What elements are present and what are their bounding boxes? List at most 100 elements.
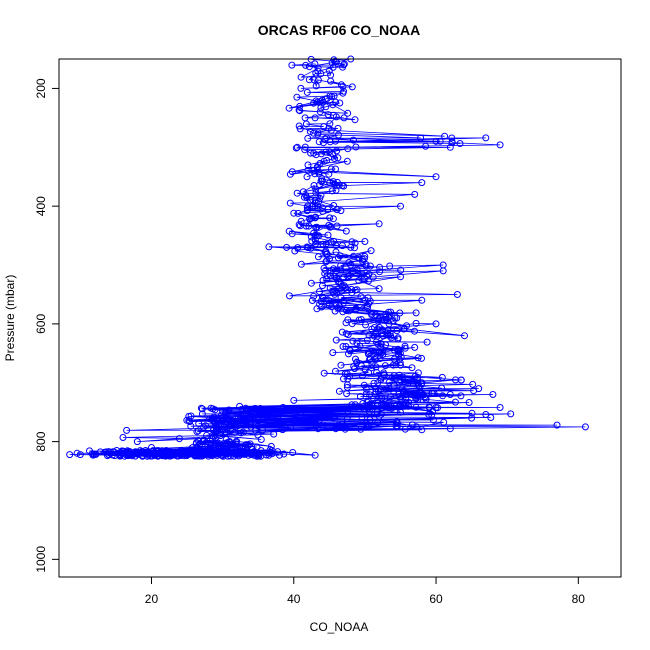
data-point [357,425,365,433]
data-point [332,248,340,256]
data-point [553,421,561,429]
data-point [365,350,372,358]
data-point [452,376,459,384]
data-point [289,449,297,456]
data-point [319,276,327,284]
data-point [276,451,283,459]
y-tick-label: 600 [34,314,48,334]
data-point [207,404,215,412]
data-point [295,106,303,114]
data-point [408,364,416,372]
data-point [363,336,371,344]
data-point [332,137,339,145]
data-point [286,292,293,300]
data-point [352,143,360,151]
data-point [341,425,349,433]
data-point [378,316,386,324]
data-point [219,452,227,460]
data-point [323,275,331,283]
data-point [312,213,319,221]
data-point [303,173,311,181]
data-point [104,452,111,460]
data-point [348,320,356,328]
data-point [393,327,401,335]
data-point [412,309,420,317]
data-point [304,161,312,169]
data-point [324,111,332,119]
data-point [232,438,240,446]
data-layer [66,55,589,460]
data-point [340,375,347,383]
data-point [362,385,370,393]
data-point [364,404,372,412]
data-point [393,422,401,430]
data-point [202,422,210,430]
data-point [401,342,409,350]
data-point [198,451,205,458]
data-point [489,391,497,398]
data-point [330,155,338,162]
data-point [340,60,348,68]
data-point [254,452,262,460]
data-point [215,442,222,450]
data-point [327,77,335,85]
data-point [330,265,338,273]
data-point [375,285,383,293]
data-point [312,185,320,193]
data-point [292,144,300,152]
data-point [390,346,398,354]
data-point [429,416,437,424]
y-tick-label: 800 [34,431,48,451]
data-point [200,423,208,431]
data-point [362,390,370,398]
data-point [344,145,352,153]
data-point [322,258,330,266]
data-point [372,338,380,346]
data-point [408,391,416,399]
data-point [353,265,361,273]
data-point [376,263,384,271]
data-point [200,436,208,444]
data-point [343,381,351,389]
data-point [331,290,339,298]
data-point [422,142,430,150]
data-point [440,418,448,426]
data-point [296,102,304,110]
data-point [362,321,369,329]
data-point [317,150,325,158]
data-point [344,109,352,117]
data-point [297,408,305,416]
data-point [270,430,278,438]
data-point [448,134,456,142]
data-point [315,138,323,146]
data-point [333,206,341,214]
data-point [294,209,302,217]
data-point [119,434,127,441]
data-point [414,369,422,377]
data-point [175,435,183,443]
data-point [324,231,332,239]
data-point [296,125,304,133]
data-point [337,207,345,215]
plot-frame [58,58,622,578]
data-point [487,414,495,421]
data-point [434,404,442,412]
data-point [211,406,219,414]
data-point [131,452,139,460]
data-point [355,277,363,284]
data-point [297,73,305,81]
x-axis-label: CO_NOAA [310,620,369,634]
data-point [394,335,402,343]
data-point [290,209,298,217]
data-point [366,262,374,270]
data-point [395,350,402,358]
data-point [387,332,395,340]
data-point [310,182,318,189]
data-point [219,407,227,415]
data-point [336,252,344,260]
data-point [331,413,339,421]
data-point [388,403,396,411]
data-point [321,135,329,143]
data-point [342,343,350,350]
data-point [212,422,220,430]
